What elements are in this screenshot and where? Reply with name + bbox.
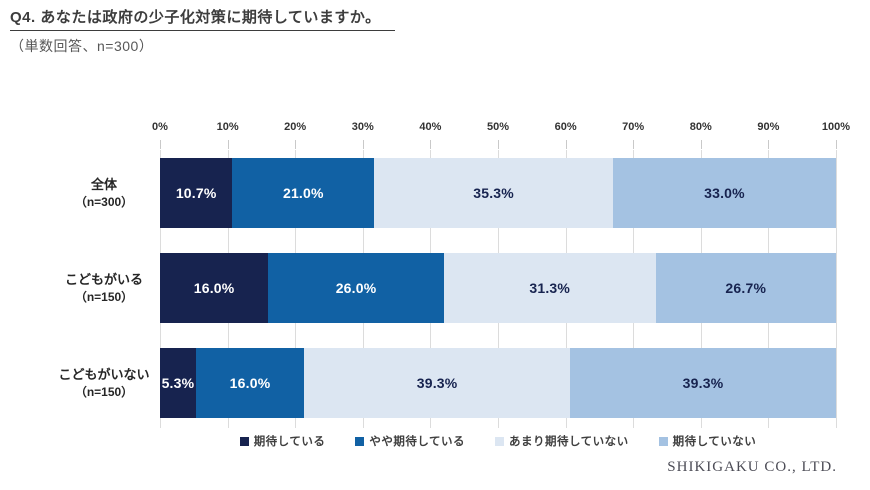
axis-tick-label: 90% <box>757 121 780 133</box>
axis-tick-label: 50% <box>486 121 510 133</box>
axis-tick-label: 100% <box>821 121 851 133</box>
legend-item: 期待している <box>239 433 326 449</box>
axis-tick-label: 0% <box>152 121 168 133</box>
bar-segment: 26.7% <box>655 253 836 323</box>
axis-tick-label: 60% <box>554 121 577 133</box>
category-n: （n=300） <box>74 194 134 209</box>
bar-segment-value: 35.3% <box>473 185 514 201</box>
category-label: 全体 （n=300） <box>52 158 156 228</box>
legend-swatch <box>239 436 249 446</box>
x-axis-ticks <box>160 140 837 149</box>
axis-tick <box>633 140 635 149</box>
axis-tick <box>362 140 364 149</box>
bar-segment: 33.0% <box>612 158 836 228</box>
axis-tick <box>498 140 499 149</box>
category-name: こどもがいる <box>64 272 143 288</box>
legend: 期待している やや期待している あまり期待していない 期待していない <box>160 433 836 449</box>
axis-tick <box>430 140 432 149</box>
bar-segment-value: 39.3% <box>682 375 724 391</box>
category-name: こどもがいない <box>58 367 150 383</box>
legend-swatch <box>355 436 365 446</box>
bar-segment-value: 10.7% <box>175 185 217 201</box>
legend-swatch <box>658 436 668 446</box>
legend-swatch <box>495 436 504 446</box>
bar-segment: 10.7% <box>160 158 233 228</box>
axis-tick-label: 40% <box>419 121 442 133</box>
category-labels: 全体 （n=300） こどもがいる （n=150） こどもがいない （n=150） <box>0 150 160 428</box>
bar-segment-value: 26.7% <box>725 280 767 296</box>
bar-segment: 35.3% <box>374 158 613 228</box>
axis-tick-label: 30% <box>351 121 374 133</box>
legend-item: あまり期待していない <box>495 433 629 449</box>
bar-segment-value: 16.0% <box>229 375 271 391</box>
bar-segment: 31.3% <box>443 253 656 323</box>
bar-segment: 16.0% <box>160 253 269 323</box>
bars: 10.7% 21.0% 35.3% 33.0% 16.0% 26.0% 31.3% 26.7%… <box>160 150 836 428</box>
bar-segment-value: 26.0% <box>335 280 377 296</box>
stacked-bar: 16.0% 26.0% 31.3% 26.7% <box>160 253 836 323</box>
axis-tick-label: 20% <box>284 121 307 133</box>
axis-tick-label: 10% <box>216 121 239 133</box>
bar-segment-value: 31.3% <box>529 280 571 296</box>
stacked-bar: 5.3% 16.0% 39.3% 39.3% <box>160 348 836 418</box>
legend-label: やや期待している <box>369 436 465 448</box>
category-n: （n=150） <box>74 384 134 399</box>
axis-tick <box>565 140 567 149</box>
category-label: こどもがいる （n=150） <box>52 253 156 323</box>
legend-label: 期待している <box>253 436 326 448</box>
axis-tick <box>227 140 229 149</box>
x-axis: 0% 10% 20% 30% 40% 50% 60% 70% 80% 90% 100% <box>152 121 850 135</box>
axis-tick <box>295 140 297 149</box>
chart-subtitle: （単数回答、n=300） <box>10 38 154 54</box>
gridline <box>836 150 837 428</box>
bar-segment: 39.3% <box>570 348 836 418</box>
legend-item: 期待していない <box>658 433 757 449</box>
legend-label: あまり期待していない <box>509 436 629 448</box>
axis-tick <box>700 140 702 149</box>
category-label: こどもがいない （n=150） <box>52 348 156 418</box>
category-n: （n=150） <box>74 289 134 304</box>
axis-tick-label: 80% <box>689 121 712 133</box>
bar-segment: 16.0% <box>195 348 305 418</box>
category-name: 全体 <box>90 177 117 193</box>
axis-tick <box>768 140 770 149</box>
axis-tick-label: 70% <box>622 121 645 133</box>
bar-segment-value: 33.0% <box>704 185 745 201</box>
company-credit: SHIKIGAKU CO., LTD. <box>667 459 837 475</box>
bar-segment: 21.0% <box>232 158 375 228</box>
bar-segment: 39.3% <box>304 348 571 418</box>
axis-tick <box>836 140 837 149</box>
bar-segment: 5.3% <box>160 348 196 418</box>
bar-segment-value: 16.0% <box>193 280 235 296</box>
bar-segment: 26.0% <box>268 253 444 323</box>
bar-segment-value: 39.3% <box>416 375 458 391</box>
legend-label: 期待していない <box>672 436 757 448</box>
stacked-bar: 10.7% 21.0% 35.3% 33.0% <box>160 158 836 228</box>
axis-tick <box>160 140 161 149</box>
bar-segment-value: 5.3% <box>161 375 195 391</box>
chart-title: Q4. あなたは政府の少子化対策に期待していますか。 <box>10 6 395 31</box>
bar-segment-value: 21.0% <box>282 185 324 201</box>
legend-item: やや期待している <box>355 433 465 449</box>
